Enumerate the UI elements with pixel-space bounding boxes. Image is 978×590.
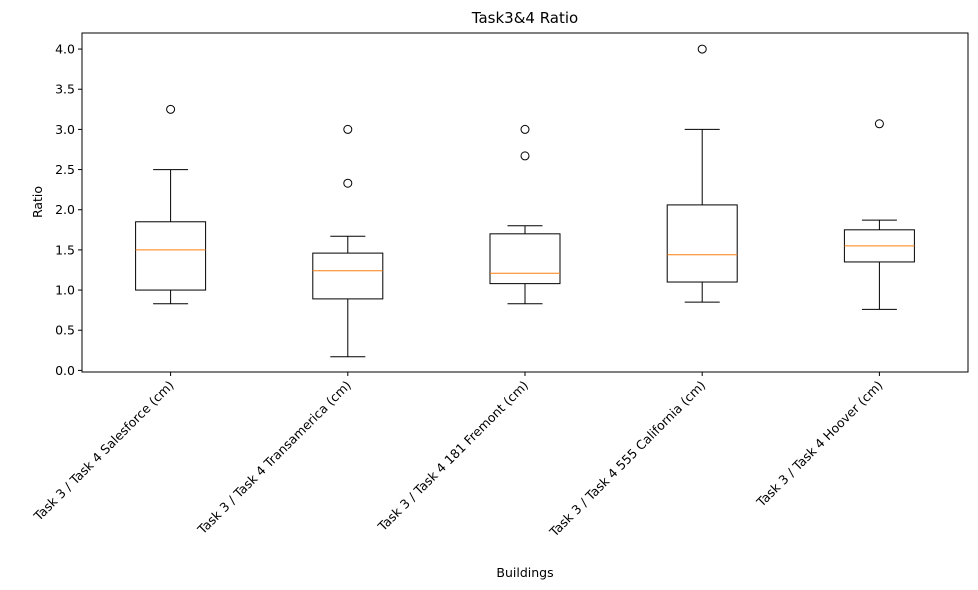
x-axis-label: Buildings <box>496 565 553 580</box>
outlier-point <box>697 44 707 54</box>
box-group <box>843 119 915 310</box>
y-tick-label: 0.5 <box>55 323 75 338</box>
y-axis: 0.0 0.5 1.0 1.5 2.0 2.5 3.0 3.5 4.0 <box>55 42 82 378</box>
outlier-point <box>520 151 530 161</box>
box-group <box>312 124 384 358</box>
box-group <box>666 44 738 303</box>
box-group <box>135 104 207 305</box>
chart-title: Task3&4 Ratio <box>471 9 578 27</box>
y-tick-label: 4.0 <box>55 42 75 57</box>
y-axis-label: Ratio <box>30 186 45 218</box>
box-group <box>489 124 561 305</box>
y-tick-label: 1.0 <box>55 283 75 298</box>
box <box>135 221 207 291</box>
box <box>666 204 738 283</box>
y-tick-label: 3.0 <box>55 122 75 137</box>
box <box>489 233 561 285</box>
y-tick-label: 3.5 <box>55 82 75 97</box>
axes-frame <box>81 32 969 373</box>
y-tick-label: 2.5 <box>55 162 75 177</box>
outlier-point <box>874 119 884 129</box>
y-tick-label: 2.0 <box>55 202 75 217</box>
plot-area <box>135 44 915 358</box>
y-tick-label: 0.0 <box>55 363 75 378</box>
y-tick-label: 1.5 <box>55 242 75 257</box>
outlier-point <box>343 124 353 134</box>
outlier-point <box>520 124 530 134</box>
outlier-point <box>343 178 353 188</box>
outlier-point <box>166 104 176 114</box>
box <box>312 252 384 300</box>
